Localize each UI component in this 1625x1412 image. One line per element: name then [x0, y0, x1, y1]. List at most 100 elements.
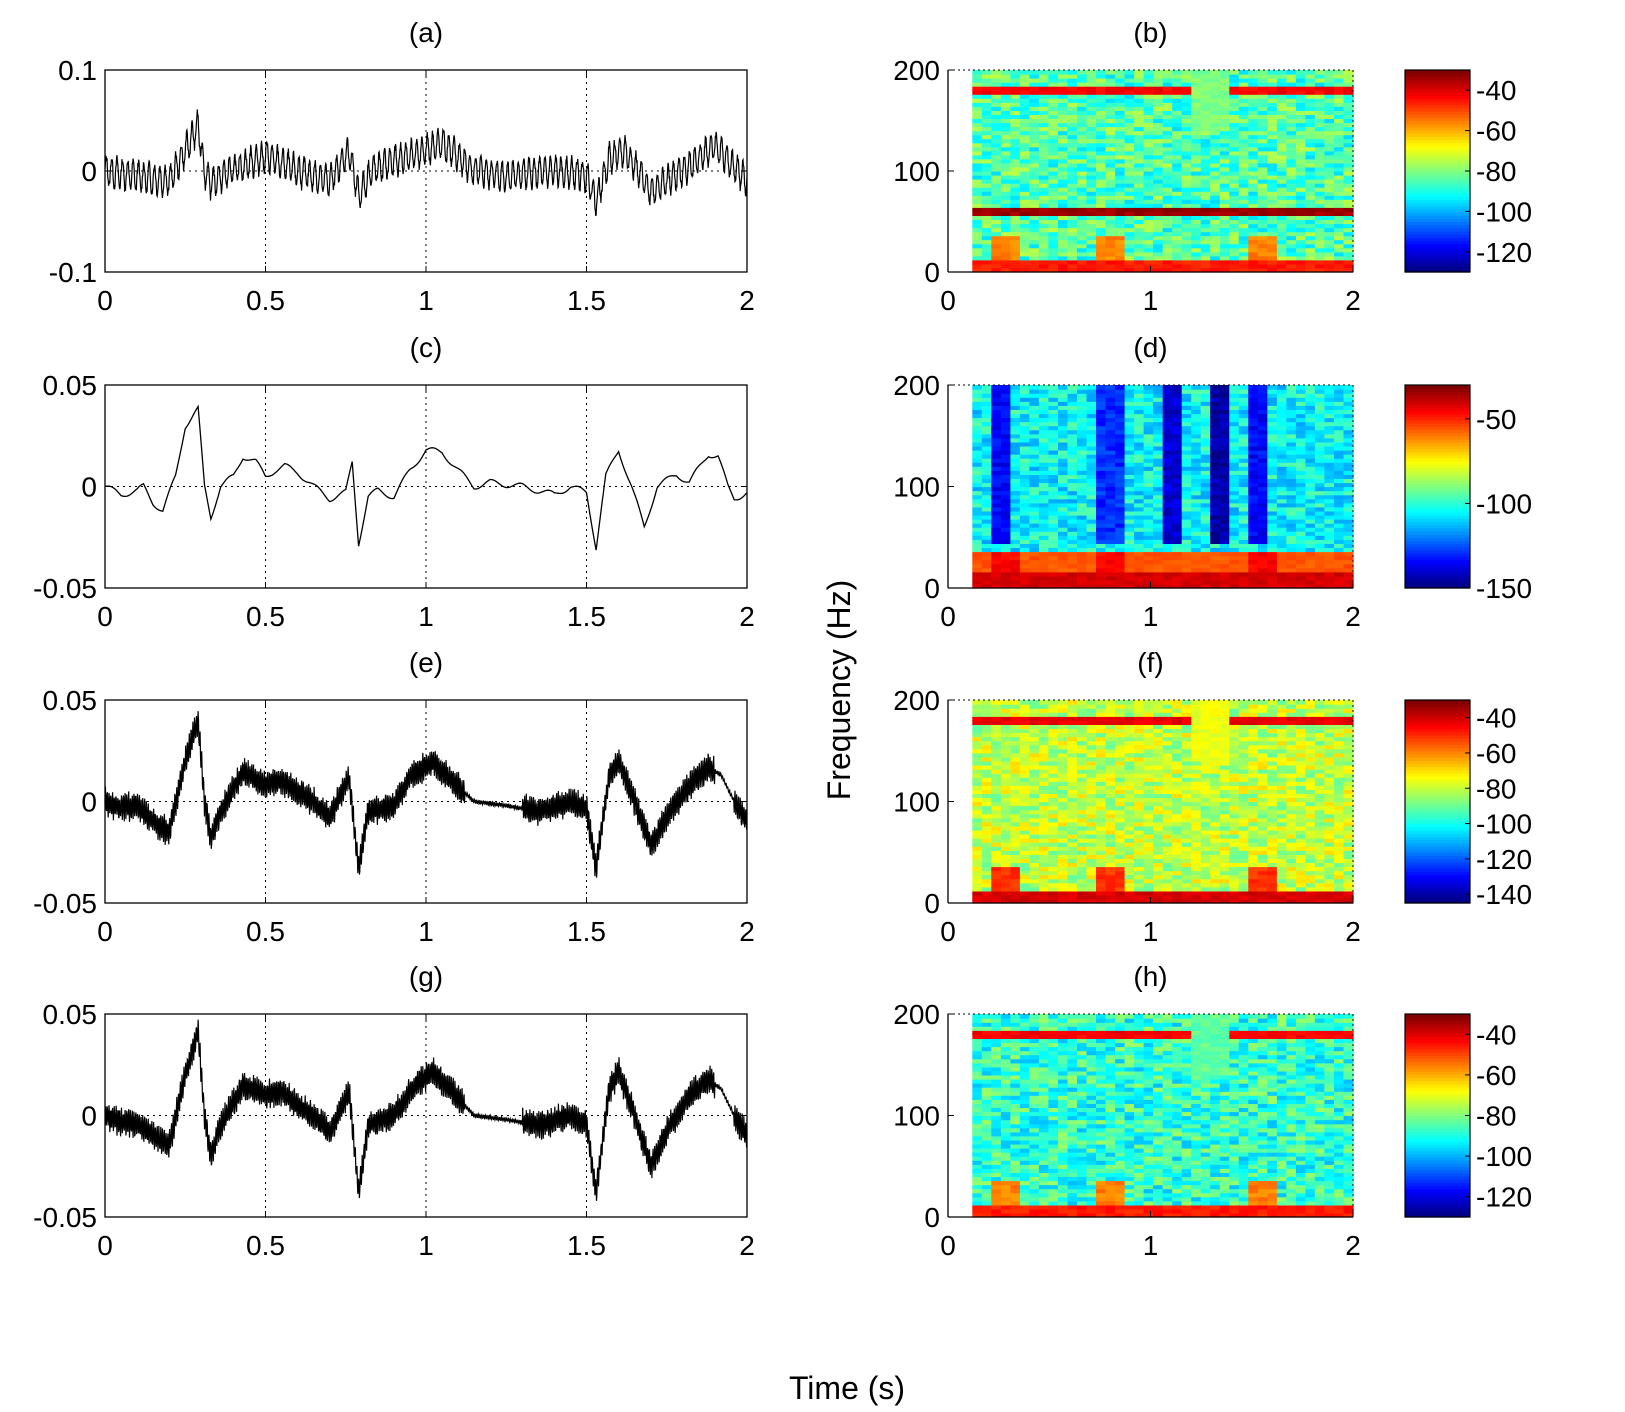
spectrogram-cell: [972, 433, 983, 439]
spectrogram-cell: [1229, 490, 1240, 496]
spectrogram-cell: [1334, 454, 1345, 459]
spectrogram-cell: [1210, 98, 1221, 103]
spectrogram-cell: [1067, 199, 1078, 204]
spectrogram-cell: [1134, 519, 1145, 524]
spectrogram-cell: [1314, 179, 1325, 184]
spectrogram-cell: [1086, 523, 1097, 528]
spectrogram-cell: [1000, 421, 1011, 427]
spectrogram-cell: [1048, 433, 1059, 439]
spectrogram-cell: [1000, 433, 1011, 439]
spectrogram-cell: [1067, 579, 1078, 585]
spectrogram-cell: [1172, 583, 1183, 589]
spectrogram-cell: [1334, 255, 1345, 261]
spectrogram-cell: [1000, 409, 1011, 415]
spectrogram-cell: [1153, 183, 1164, 188]
spectrogram-cell: [1343, 268, 1354, 273]
spectrogram-cell: [1314, 527, 1325, 532]
spectrogram-cell: [1314, 126, 1325, 132]
spectrogram-cell: [1295, 478, 1306, 484]
spectrogram-cell: [981, 890, 992, 896]
spectrogram-cell: [1334, 478, 1345, 484]
spectrogram-cell: [1058, 142, 1069, 148]
spectrogram-cell: [1058, 773, 1069, 778]
spectrogram-cell: [1172, 138, 1183, 144]
spectrogram-cell: [1134, 494, 1145, 500]
spectrogram-cell: [1019, 555, 1030, 561]
spectrogram-cell: [1334, 437, 1345, 443]
spectrogram-cell: [1010, 551, 1021, 557]
spectrogram-cell: [1096, 247, 1107, 253]
spectrogram-cell: [1162, 235, 1173, 241]
spectrogram-cell: [1295, 583, 1306, 589]
spectrogram-cell: [1086, 409, 1097, 415]
colorbar-cell: [1405, 543, 1470, 548]
spectrogram-cell: [1210, 171, 1221, 176]
spectrogram-cell: [1314, 490, 1325, 496]
spectrogram-cell: [1286, 102, 1297, 107]
spectrogram-cell: [1067, 539, 1078, 544]
spectrogram-cell: [991, 474, 1002, 479]
spectrogram-cell: [1096, 417, 1107, 423]
spectrogram-cell: [1191, 235, 1202, 241]
spectrogram-cell: [1038, 482, 1049, 488]
spectrogram-cell: [1086, 842, 1097, 847]
spectrogram-cell: [1153, 74, 1164, 79]
spectrogram-cell: [1067, 458, 1078, 463]
spectrogram-cell: [1162, 583, 1173, 589]
spectrogram-cell: [1334, 223, 1345, 229]
spectrogram-cell: [1067, 175, 1078, 180]
spectrogram-cell: [1077, 829, 1088, 835]
colorbar-cell: [1405, 553, 1470, 557]
spectrogram-cell: [1134, 259, 1145, 265]
spectrogram-cell: [1038, 235, 1049, 241]
spectrogram-cell: [1096, 239, 1107, 245]
spectrogram-cell: [1324, 146, 1335, 152]
spectrogram-cell: [1276, 74, 1287, 79]
spectrogram-cell: [1134, 470, 1145, 475]
spectrogram-cell: [1286, 195, 1297, 200]
spectrogram-cell: [1210, 519, 1221, 524]
spectrogram-cell: [1248, 393, 1259, 398]
spectrogram-cell: [981, 494, 992, 500]
spectrogram-cell: [1219, 118, 1230, 124]
spectrogram-cell: [1324, 203, 1335, 208]
spectrogram-cell: [1153, 203, 1164, 208]
spectrogram-cell: [1295, 405, 1306, 410]
spectrogram-cell: [972, 458, 983, 463]
spectrogram-cell: [1219, 413, 1230, 419]
spectrogram-cell: [1096, 498, 1107, 504]
spectrogram-cell: [1172, 429, 1183, 435]
spectrogram-cell: [1038, 183, 1049, 188]
spectrogram-cell: [1229, 486, 1240, 492]
spectrogram-cell: [981, 171, 992, 176]
spectrogram-cell: [1000, 510, 1011, 516]
spectrogram-cell: [1134, 268, 1145, 273]
spectrogram-cell: [1295, 437, 1306, 443]
spectrogram-cell: [1067, 429, 1078, 435]
spectrogram-cell: [1000, 716, 1011, 721]
spectrogram-cell: [1343, 575, 1354, 581]
spectrogram-cell: [1314, 519, 1325, 524]
spectrogram-cell: [1257, 583, 1268, 589]
spectrogram-cell: [1019, 458, 1030, 463]
spectrogram-cell: [1200, 235, 1211, 241]
spectrogram-cell: [981, 179, 992, 184]
spectrogram-cell: [1324, 575, 1335, 581]
spectrogram-cell: [1086, 809, 1097, 815]
spectrogram-cell: [1200, 579, 1211, 585]
spectrogram-cell: [1191, 555, 1202, 561]
spectrogram-cell: [1238, 138, 1249, 144]
spectrogram-cell: [981, 466, 992, 471]
spectrogram-cell: [1200, 243, 1211, 249]
spectrogram-cell: [1000, 756, 1011, 762]
spectrogram-cell: [1238, 118, 1249, 124]
spectrogram-cell: [1153, 466, 1164, 471]
spectrogram-cell: [1172, 555, 1183, 561]
spectrogram-cell: [1115, 162, 1126, 168]
colorbar-cell: [1405, 164, 1470, 169]
spectrogram-cell: [1286, 263, 1297, 269]
spectrogram-cell: [1019, 878, 1030, 884]
spectrogram-cell: [1067, 765, 1078, 770]
spectrogram-cell: [1067, 102, 1078, 107]
spectrogram-cell: [1181, 519, 1192, 524]
